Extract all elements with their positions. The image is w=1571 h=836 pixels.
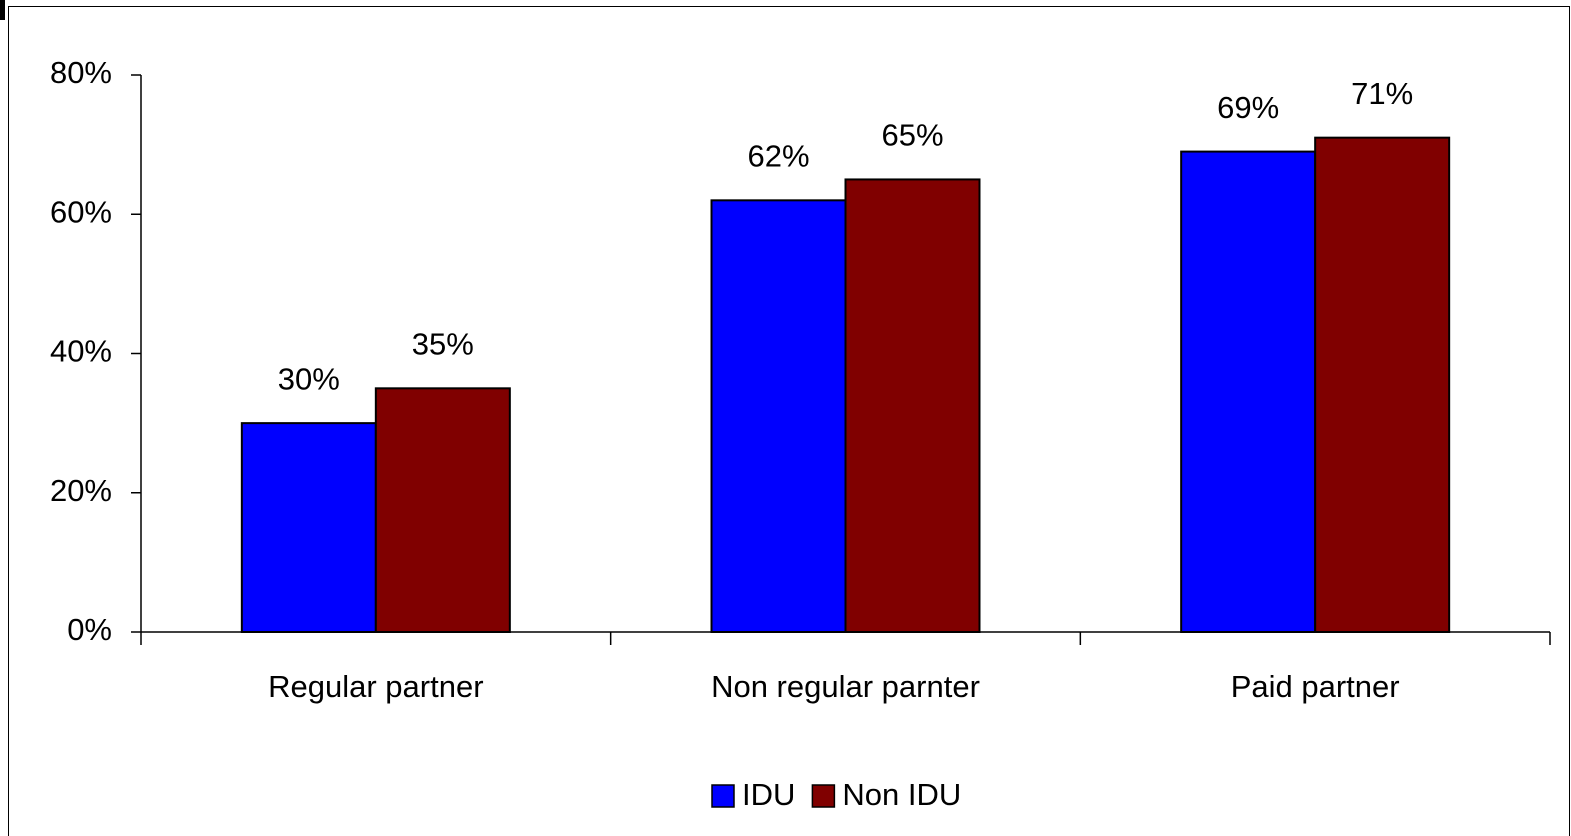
data-label: 30% (278, 361, 340, 396)
bar (240, 422, 377, 633)
data-label: 35% (412, 327, 474, 362)
y-tick-label: 0% (67, 612, 112, 647)
bar (1180, 150, 1317, 633)
data-label: 69% (1217, 90, 1279, 125)
y-tick-label: 40% (50, 334, 112, 369)
legend-swatch (811, 784, 836, 808)
legend-swatch (711, 784, 735, 808)
y-tick-label: 20% (50, 473, 112, 508)
data-label: 62% (747, 139, 809, 174)
x-tick-label: Non regular parnter (711, 669, 980, 704)
data-label: 71% (1351, 76, 1413, 111)
corner-mark (0, 0, 5, 20)
bar (710, 199, 847, 633)
legend-label: Non IDU (842, 777, 961, 812)
legend-label: IDU (742, 777, 795, 812)
data-label: 65% (881, 118, 943, 153)
x-tick-label: Regular partner (268, 669, 483, 704)
y-tick-label: 60% (50, 194, 112, 229)
x-tick-label: Paid partner (1231, 669, 1400, 704)
bar (844, 178, 981, 633)
chart-frame (8, 6, 1570, 836)
bar (374, 387, 511, 633)
y-tick-label: 80% (50, 55, 112, 90)
bar (1314, 136, 1451, 633)
